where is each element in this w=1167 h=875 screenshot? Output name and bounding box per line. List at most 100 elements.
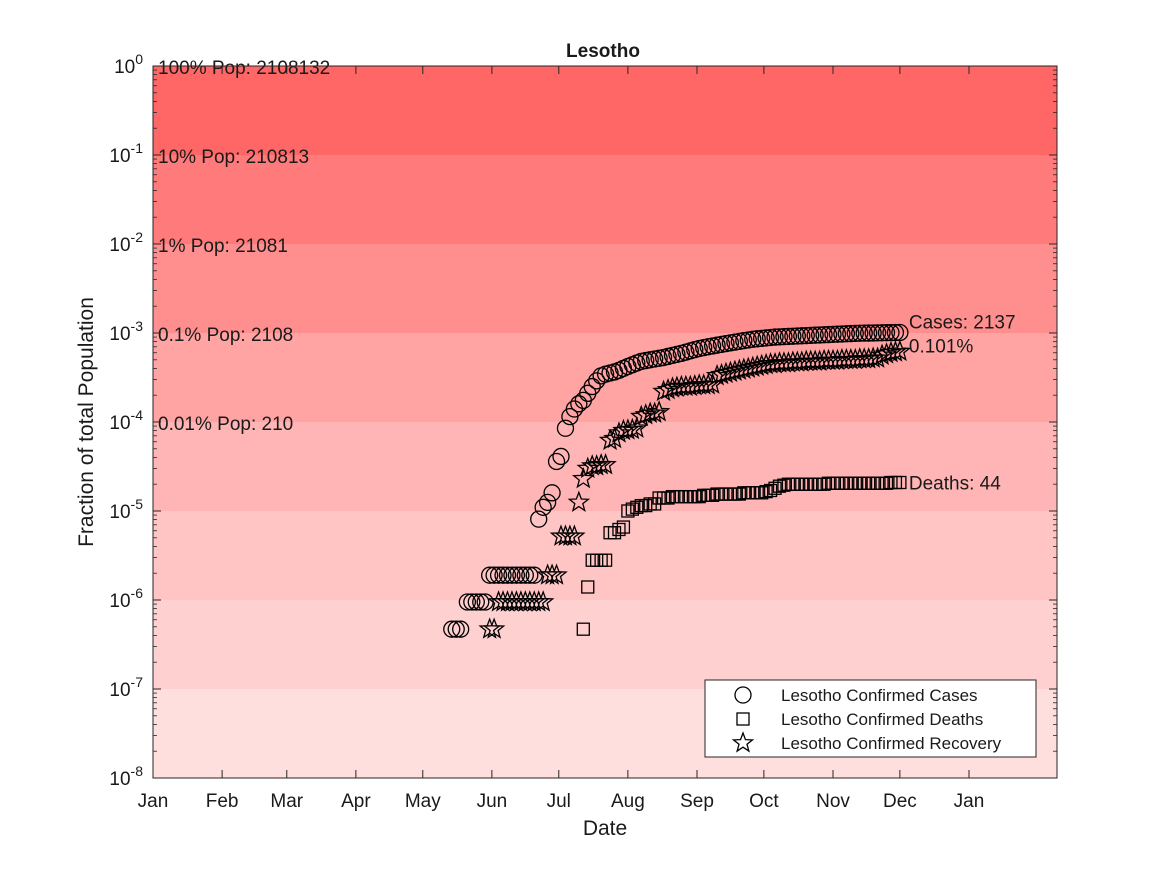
axis-ticks: Jan Feb Mar Apr May Jun Jul Aug Sep Oct Nov Dec Jan1… (109, 51, 1057, 812)
death-point (759, 484, 773, 499)
case-point (503, 566, 521, 584)
case-point (552, 447, 570, 466)
case-point (851, 324, 869, 342)
case-point (802, 326, 820, 345)
case-point (855, 324, 873, 342)
death-point (576, 622, 590, 636)
series-star (478, 339, 912, 639)
legend-label: Lesotho Confirmed Cases (781, 686, 978, 705)
case-point (458, 593, 477, 611)
x-tick-label: Aug (611, 791, 645, 812)
case-point (770, 328, 789, 346)
case-point (447, 620, 465, 638)
x-tick-label: Jul (547, 791, 571, 812)
y-tick-label: 10-6 (109, 585, 143, 612)
x-tick-label: Oct (749, 791, 779, 812)
death-point (732, 487, 747, 501)
death-point (893, 475, 907, 490)
recovery-point (482, 617, 506, 639)
case-point (472, 593, 490, 611)
x-tick-label: Feb (206, 791, 239, 812)
case-point (748, 330, 766, 348)
case-point (534, 498, 552, 516)
case-point (846, 324, 864, 343)
death-point (705, 488, 720, 502)
recovery-point (594, 452, 617, 475)
death-point (581, 580, 595, 594)
deaths-annotation: Deaths: 44 (909, 474, 1001, 495)
recovery-point (625, 416, 649, 438)
band-label: 100% Pop: 2108132 (158, 58, 330, 79)
recovery-point (567, 490, 591, 512)
band-label: 1% Pop: 21081 (158, 236, 288, 257)
legend-square-icon (736, 712, 750, 726)
case-point (556, 419, 575, 437)
case-point (824, 325, 842, 344)
y-tick-label: 10-1 (109, 140, 143, 167)
recovery-point (563, 524, 586, 546)
case-point (583, 377, 601, 396)
case-point (837, 325, 856, 343)
case-point (810, 326, 829, 344)
case-point (868, 324, 887, 342)
case-point (498, 566, 517, 584)
x-tick-label: Apr (341, 791, 371, 812)
recovery-point (621, 417, 644, 440)
case-point (512, 566, 530, 584)
x-tick-label: Jun (477, 791, 508, 812)
case-point (467, 593, 485, 611)
band-label: 0.01% Pop: 210 (158, 414, 293, 435)
population-band (153, 155, 1057, 244)
legend-box (704, 679, 1037, 758)
case-point (882, 323, 900, 342)
population-band (153, 66, 1057, 155)
case-point (797, 326, 815, 345)
x-tick-label: Nov (816, 791, 850, 812)
case-point (481, 566, 499, 584)
y-tick-label: 10-8 (109, 763, 143, 790)
death-point (661, 491, 675, 505)
case-point (788, 327, 806, 345)
x-tick-label: Mar (270, 791, 303, 812)
death-point (625, 502, 639, 516)
recovery-point (647, 400, 671, 422)
case-point (547, 452, 566, 471)
y-tick-label: 10-7 (109, 674, 143, 701)
cases-percent-annotation: 0.101% (909, 336, 974, 357)
y-tick-label: 10-3 (109, 318, 143, 345)
case-point (463, 593, 481, 611)
case-point (819, 325, 838, 344)
y-tick-label: 100 (114, 51, 143, 78)
case-point (806, 326, 824, 344)
band-label: 10% Pop: 210813 (158, 147, 309, 168)
chart-title: Lesotho (566, 41, 640, 62)
population-band (153, 511, 1057, 600)
case-point (543, 484, 561, 502)
data-series (443, 323, 912, 639)
case-point (494, 566, 512, 584)
recovery-point (888, 339, 912, 362)
case-point (521, 566, 539, 584)
case-point (744, 330, 762, 348)
case-point (828, 325, 847, 343)
case-point (775, 327, 793, 346)
death-point (616, 520, 631, 534)
case-point (530, 510, 548, 528)
y-axis-label: Fraction of total Population (75, 297, 98, 547)
recovery-point (572, 466, 595, 489)
y-tick-label: 10-4 (109, 407, 143, 434)
case-point (877, 324, 896, 342)
annotations: Cases: 2137 0.101% Deaths: 44 (909, 312, 1016, 494)
death-point (621, 504, 635, 518)
case-point (784, 327, 802, 345)
x-tick-label: Dec (883, 791, 917, 812)
case-point (833, 325, 851, 343)
population-band (153, 600, 1057, 689)
death-point (639, 498, 653, 513)
x-tick-label: Sep (680, 791, 714, 812)
x-tick-label: Jan (954, 791, 985, 812)
series-circle (443, 323, 909, 638)
death-point (612, 522, 626, 537)
case-point (860, 324, 878, 342)
